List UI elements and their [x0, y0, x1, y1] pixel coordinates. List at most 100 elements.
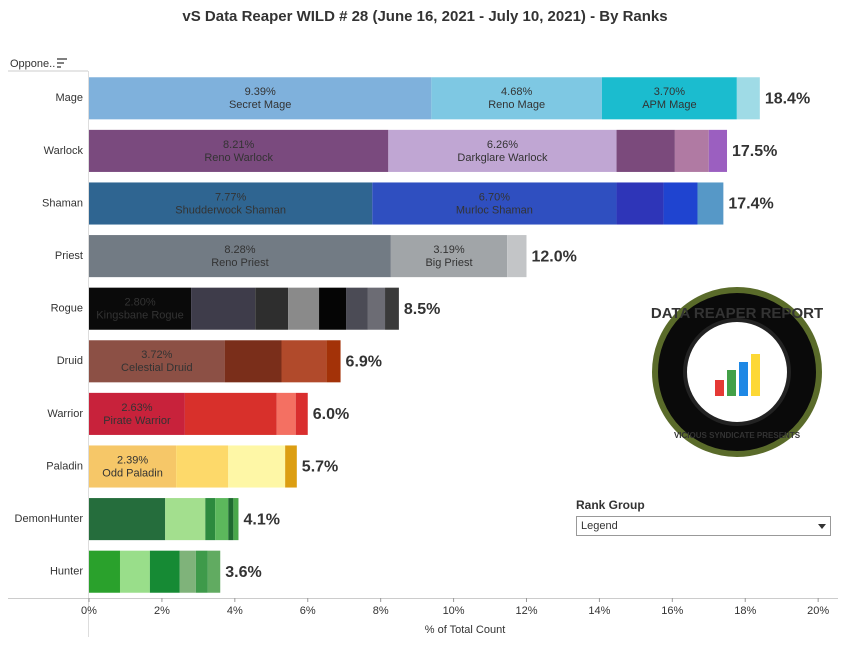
bar-segment: [346, 287, 368, 330]
bar-segment: [367, 287, 386, 330]
x-tick-label: 10%: [443, 605, 465, 617]
segment-name-label: Kingsbane Rogue: [96, 310, 183, 322]
bar-segment: [616, 129, 675, 172]
bar-segment: [388, 129, 617, 172]
total-label: 17.5%: [732, 143, 777, 160]
legend-dropdown-value: Legend: [581, 520, 618, 532]
y-tick-label: Warrior: [47, 408, 83, 420]
segment-value-label: 8.28%: [224, 244, 255, 256]
bar-segment: [179, 550, 196, 593]
y-tick-label: Mage: [55, 92, 83, 104]
segment-value-label: 8.21%: [223, 139, 254, 151]
segment-name-label: Reno Priest: [211, 257, 268, 269]
y-tick-label: Druid: [57, 355, 83, 367]
total-label: 5.7%: [302, 459, 338, 476]
total-label: 8.5%: [404, 301, 440, 318]
segment-value-label: 2.63%: [121, 402, 152, 414]
bar-segment: [431, 77, 602, 120]
segment-name-label: Odd Paladin: [102, 467, 163, 479]
x-axis-title: % of Total Count: [425, 624, 506, 636]
segment-value-label: 3.70%: [654, 86, 685, 98]
bar-segment: [228, 445, 286, 488]
x-tick-label: 8%: [373, 605, 389, 617]
segment-name-label: Pirate Warrior: [103, 415, 171, 427]
logo: DATA REAPER REPORT VICIOUS SYNDICATE PRE…: [651, 287, 823, 457]
bar-segment: [195, 550, 208, 593]
segment-value-label: 3.19%: [433, 244, 464, 256]
y-tick-label: Shaman: [42, 197, 83, 209]
segment-value-label: 4.68%: [501, 86, 532, 98]
bar-segment: [285, 445, 297, 488]
y-tick-label: Warlock: [44, 145, 84, 157]
bar-segment: [319, 287, 347, 330]
segment-name-label: Murloc Shaman: [456, 204, 533, 216]
segment-value-label: 2.80%: [124, 297, 155, 309]
bar-segment: [326, 340, 341, 383]
bar-segment: [89, 287, 192, 330]
sort-icon[interactable]: [57, 58, 67, 68]
bar-segment: [385, 287, 399, 330]
total-label: 3.6%: [225, 564, 261, 581]
logo-subtitle: VICIOUS SYNDICATE PRESENTS: [674, 431, 801, 440]
total-label: 17.4%: [728, 196, 773, 213]
segment-value-label: 3.72%: [141, 349, 172, 361]
y-tick-label: Hunter: [50, 566, 83, 578]
segment-name-label: Shudderwock Shaman: [175, 204, 286, 216]
bar-segment: [507, 235, 527, 278]
chart-title: vS Data Reaper WILD # 28 (June 16, 2021 …: [182, 8, 667, 25]
bar-segment: [89, 77, 432, 120]
bar-segment: [228, 498, 234, 541]
filter-label[interactable]: Oppone..: [10, 58, 55, 70]
bar-segment: [616, 182, 664, 225]
segment-value-label: 6.26%: [487, 139, 518, 151]
logo-title: DATA REAPER REPORT: [651, 305, 823, 322]
bar-segment: [372, 182, 617, 225]
segment-value-label: 6.70%: [479, 191, 510, 203]
bar-segment: [697, 182, 724, 225]
x-tick-label: 4%: [227, 605, 243, 617]
bar-segment: [224, 340, 282, 383]
bar-segment: [89, 392, 185, 435]
bar-segment: [207, 550, 221, 593]
bar-segment: [255, 287, 289, 330]
bar-segment: [233, 498, 239, 541]
y-tick-label: Paladin: [46, 460, 83, 472]
bar-segment: [708, 129, 728, 172]
segment-value-label: 2.39%: [117, 454, 148, 466]
segment-name-label: Reno Warlock: [204, 152, 273, 164]
y-tick-label: Priest: [55, 250, 83, 262]
legend-dropdown[interactable]: [576, 516, 831, 536]
y-tick-label: DemonHunter: [15, 513, 84, 525]
bar-segment: [674, 129, 709, 172]
dropdown-arrow: [818, 524, 826, 529]
total-label: 6.0%: [313, 406, 349, 423]
bar-segment: [149, 550, 180, 593]
bar-segment: [89, 235, 391, 278]
bar-segment: [276, 392, 296, 435]
bar-segment: [601, 77, 737, 120]
segment-value-label: 9.39%: [245, 86, 276, 98]
bar-segment: [89, 129, 389, 172]
segment-name-label: Secret Mage: [229, 99, 291, 111]
bar-segment: [89, 498, 166, 541]
x-tick-label: 0%: [81, 605, 97, 617]
legend-title: Rank Group: [576, 498, 645, 512]
x-tick-label: 18%: [734, 605, 756, 617]
total-label: 6.9%: [346, 354, 382, 371]
bar-segment: [176, 445, 229, 488]
segment-name-label: Reno Mage: [488, 99, 545, 111]
x-tick-label: 20%: [807, 605, 829, 617]
bar-segment: [165, 498, 206, 541]
segment-name-label: APM Mage: [642, 99, 696, 111]
bar-segment: [119, 550, 150, 593]
total-label: 12.0%: [531, 248, 576, 265]
bar-segment: [390, 235, 508, 278]
bar-segment: [288, 287, 320, 330]
bar-segment: [89, 340, 225, 383]
bar-segment: [281, 340, 327, 383]
bar-segment: [663, 182, 698, 225]
x-tick-label: 2%: [154, 605, 170, 617]
bar-segment: [295, 392, 308, 435]
bar-segment: [205, 498, 216, 541]
